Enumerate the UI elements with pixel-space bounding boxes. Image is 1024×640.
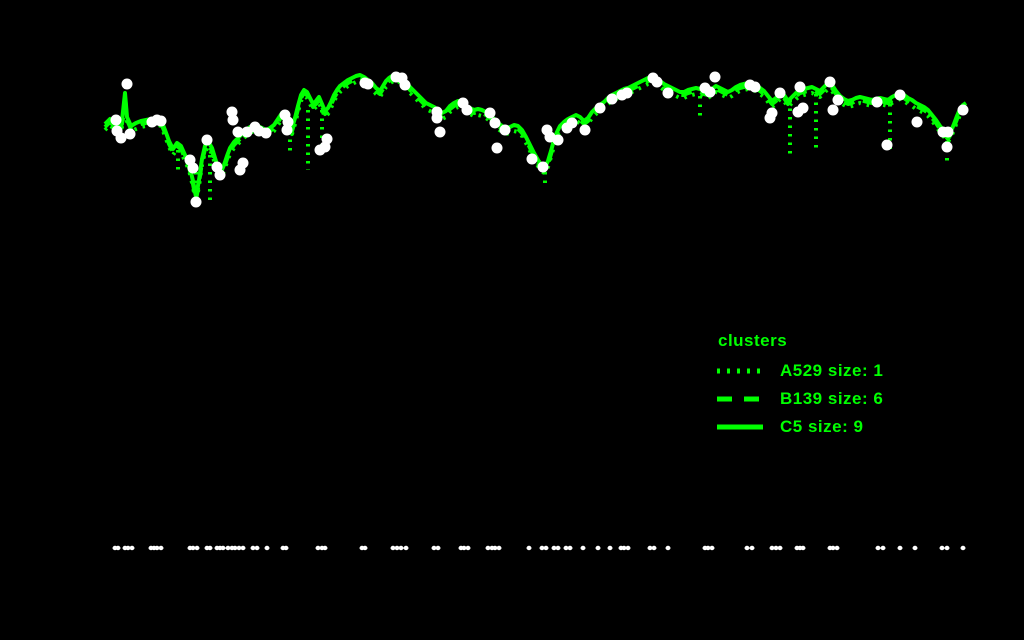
dotted-line-icon	[717, 368, 763, 374]
dashed-line-icon	[717, 396, 763, 402]
legend-item-label: A529 size: 1	[780, 361, 884, 380]
data-point-markers-group	[110, 71, 969, 208]
legend-item-label: B139 size: 6	[780, 389, 884, 408]
legend-title: clusters	[718, 331, 788, 350]
legend: clusters A529 size: 1 B139 size: 6 C5 si…	[716, 331, 883, 441]
legend-item-b139: B139 size: 6	[716, 385, 883, 413]
legend-item-c5: C5 size: 9	[716, 413, 883, 441]
legend-item-label: C5 size: 9	[780, 417, 864, 436]
rug-ticks-group	[112, 545, 966, 551]
solid-line-icon	[717, 424, 763, 430]
legend-item-a529: A529 size: 1	[716, 357, 883, 385]
line-series-group	[103, 72, 968, 205]
